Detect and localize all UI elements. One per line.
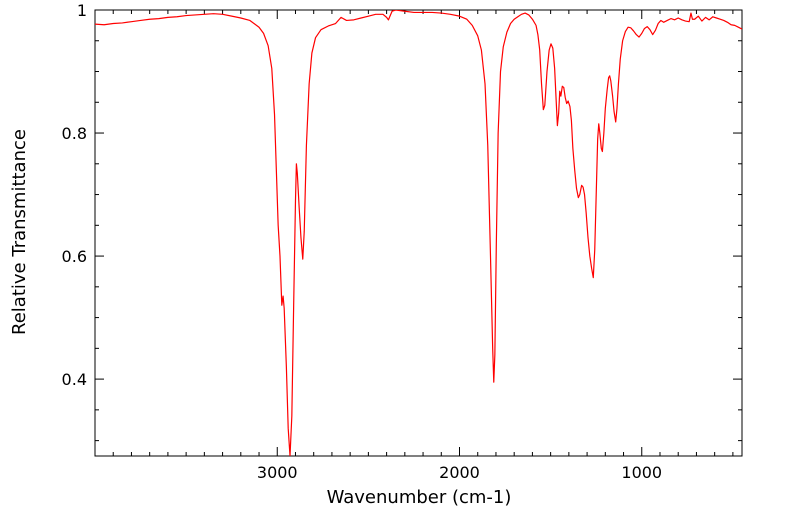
y-axis-label: Relative Transmittance <box>9 129 30 335</box>
x-tick-label: 1000 <box>621 463 662 482</box>
x-axis-label: Wavenumber (cm-1) <box>327 487 512 508</box>
plot-border <box>94 9 743 457</box>
x-axis-ticks: 3000 2000 1000 <box>94 10 734 482</box>
plot-area <box>94 9 743 457</box>
series-line-0 <box>95 10 742 456</box>
x-tick-label: 2000 <box>439 463 480 482</box>
series-layer <box>95 10 742 456</box>
y-tick-label: 0.8 <box>62 124 87 143</box>
y-tick-label: 0.4 <box>62 370 87 389</box>
y-axis-ticks: 0.4 0.6 0.8 1 <box>62 1 742 442</box>
x-tick-label: 3000 <box>257 463 298 482</box>
y-tick-label: 0.6 <box>62 247 87 266</box>
y-tick-label: 1 <box>77 1 87 20</box>
